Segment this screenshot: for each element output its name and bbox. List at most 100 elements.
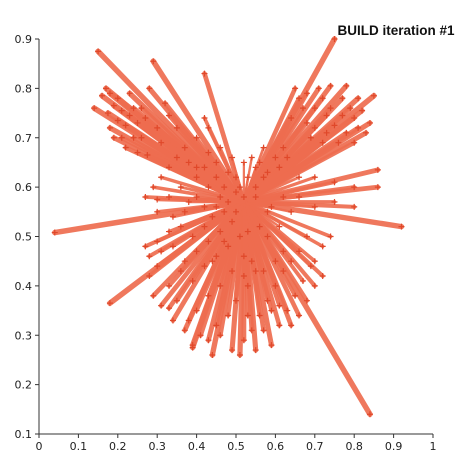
data-point bbox=[150, 292, 157, 299]
data-point bbox=[142, 243, 149, 250]
data-point bbox=[323, 129, 330, 136]
data-point bbox=[236, 352, 243, 358]
data-point bbox=[225, 312, 232, 319]
data-point bbox=[193, 307, 200, 314]
data-point bbox=[299, 277, 306, 284]
data-point bbox=[95, 48, 102, 55]
data-point bbox=[311, 105, 318, 112]
data-point bbox=[307, 134, 314, 141]
data-point bbox=[217, 194, 224, 200]
edge-line bbox=[241, 199, 373, 417]
data-point bbox=[150, 184, 157, 191]
data-point bbox=[272, 154, 279, 161]
data-point bbox=[268, 203, 275, 210]
data-point bbox=[303, 297, 310, 304]
data-point bbox=[193, 194, 200, 200]
edge-line bbox=[242, 200, 261, 228]
edge-line bbox=[242, 200, 301, 253]
data-point bbox=[248, 154, 255, 161]
data-point bbox=[201, 263, 208, 270]
data-point bbox=[280, 268, 287, 275]
data-point bbox=[213, 174, 220, 181]
data-point bbox=[288, 208, 295, 215]
data-point bbox=[256, 223, 263, 230]
data-point bbox=[213, 253, 220, 260]
data-point bbox=[169, 317, 176, 324]
data-point bbox=[260, 174, 267, 181]
x-tick-label: 0.4 bbox=[188, 440, 206, 453]
data-point bbox=[209, 213, 216, 220]
data-point bbox=[229, 268, 236, 275]
x-tick-label: 0.2 bbox=[109, 440, 127, 453]
data-point bbox=[248, 258, 255, 265]
data-point bbox=[158, 248, 165, 255]
data-point bbox=[154, 196, 161, 203]
data-point bbox=[276, 223, 283, 230]
data-point bbox=[209, 258, 216, 265]
data-point bbox=[299, 105, 306, 112]
edge-line bbox=[241, 93, 377, 205]
x-tick-label: 0.3 bbox=[148, 440, 166, 453]
edge-line bbox=[241, 199, 405, 230]
data-point bbox=[311, 174, 318, 181]
data-point bbox=[280, 194, 287, 200]
data-point bbox=[284, 307, 291, 314]
edge-line bbox=[242, 200, 249, 233]
data-point bbox=[303, 233, 310, 240]
data-point bbox=[134, 119, 141, 126]
data-point bbox=[104, 110, 111, 117]
data-point bbox=[201, 115, 208, 121]
data-point bbox=[264, 208, 271, 215]
data-point bbox=[189, 233, 196, 240]
data-point bbox=[181, 208, 188, 215]
data-point bbox=[244, 228, 251, 235]
data-point bbox=[244, 174, 251, 181]
data-point bbox=[110, 134, 117, 141]
data-point bbox=[114, 95, 121, 102]
x-tick-label: 0.1 bbox=[70, 440, 88, 453]
data-point bbox=[221, 238, 228, 245]
edge-line bbox=[242, 200, 317, 209]
x-tick-label: 0.7 bbox=[306, 440, 324, 453]
data-point bbox=[177, 268, 184, 275]
data-point bbox=[122, 144, 129, 151]
data-point bbox=[118, 134, 125, 141]
data-point bbox=[233, 189, 239, 196]
data-point bbox=[99, 92, 106, 99]
data-point bbox=[225, 198, 232, 205]
data-point bbox=[217, 144, 224, 151]
data-point bbox=[166, 164, 173, 171]
data-point bbox=[252, 347, 259, 354]
y-tick-label: 0.4 bbox=[15, 280, 33, 293]
data-point bbox=[276, 322, 283, 329]
data-point bbox=[205, 149, 212, 156]
data-point bbox=[106, 300, 113, 307]
data-point bbox=[205, 184, 212, 191]
data-point bbox=[311, 258, 318, 265]
data-point bbox=[264, 297, 271, 304]
data-point bbox=[201, 203, 208, 210]
data-point bbox=[288, 258, 295, 265]
data-point bbox=[193, 174, 200, 181]
data-point bbox=[296, 95, 303, 102]
data-point bbox=[252, 184, 259, 191]
data-point bbox=[126, 112, 133, 119]
x-tick-label: 0.9 bbox=[385, 440, 403, 453]
data-point bbox=[240, 337, 247, 344]
data-point bbox=[217, 282, 224, 289]
data-point bbox=[225, 169, 232, 176]
edge-line bbox=[241, 36, 338, 205]
data-point bbox=[260, 327, 267, 334]
data-point bbox=[205, 292, 212, 299]
data-point bbox=[118, 107, 125, 114]
data-point bbox=[296, 194, 303, 200]
data-point bbox=[284, 154, 291, 161]
x-tick-label: 0 bbox=[36, 440, 43, 453]
data-point bbox=[240, 159, 247, 166]
data-point bbox=[130, 105, 137, 112]
data-point bbox=[154, 263, 161, 270]
data-point bbox=[272, 258, 279, 265]
data-point bbox=[229, 218, 236, 225]
data-point bbox=[217, 228, 224, 235]
